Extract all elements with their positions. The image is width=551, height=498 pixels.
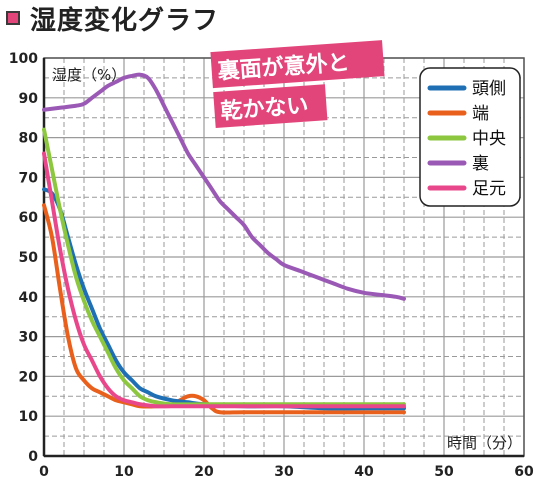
legend-box (419, 67, 521, 207)
y-tick-label: 40 (19, 290, 39, 306)
x-axis-title: 時間（分） (447, 434, 522, 452)
y-tick-label: 0 (28, 449, 38, 465)
x-tick-label: 50 (434, 464, 454, 480)
legend-label: 端 (472, 104, 489, 124)
legend-label: 裏 (472, 153, 489, 174)
y-tick-label: 90 (19, 91, 39, 107)
x-tick-label: 30 (274, 464, 294, 480)
y-tick-label: 70 (19, 170, 39, 186)
y-tick-label: 100 (9, 51, 38, 67)
y-tick-label: 50 (19, 250, 39, 266)
legend-label: 頭側 (472, 79, 506, 99)
callout-box (210, 40, 385, 89)
x-tick-label: 20 (194, 464, 214, 480)
x-tick-label: 10 (114, 464, 134, 480)
page-title: 湿度変化グラフ (30, 5, 220, 36)
series-line-4 (42, 72, 406, 301)
x-tick-label: 40 (354, 464, 374, 480)
callout-box (213, 84, 328, 128)
y-tick-label: 20 (19, 369, 39, 385)
callout-line: 乾かない (220, 92, 310, 124)
title-square-icon (6, 11, 20, 25)
y-axis-title: 湿度（%） (52, 66, 126, 84)
tick-labels: 0 10 20 30 40 50 60 70 80 90 100 0 10 20 30 40 50 60 (9, 51, 534, 480)
y-tick-label: 30 (19, 330, 39, 346)
legend-label: 足元 (472, 179, 506, 199)
y-tick-label: 60 (19, 210, 39, 226)
x-tick-label: 0 (39, 464, 49, 480)
series-line-5 (42, 151, 406, 409)
y-tick-label: 10 (19, 409, 39, 425)
humidity-line-chart: 0 10 20 30 40 50 60 70 80 90 100 0 10 20 30 40 50 60 湿度（%… (9, 40, 534, 480)
title-bar: 湿度変化グラフ (0, 0, 551, 36)
x-tick-label: 60 (514, 464, 534, 480)
legend-label: 中央 (472, 129, 506, 149)
y-tick-label: 80 (19, 131, 39, 147)
series-lines (42, 72, 406, 415)
